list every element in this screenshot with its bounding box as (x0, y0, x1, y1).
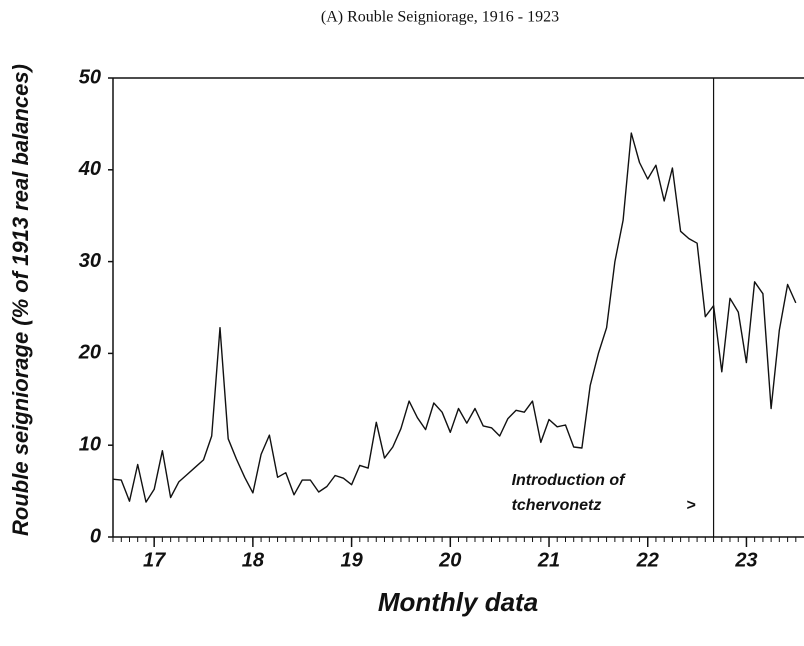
y-tick-label: 10 (79, 433, 101, 455)
y-axis-label: Rouble seigniorage (% of 1913 real balan… (8, 64, 33, 536)
y-tick-label: 50 (79, 66, 101, 88)
y-tick-label: 40 (78, 158, 101, 180)
x-tick-label: 22 (636, 549, 659, 571)
chart-title: (A) Rouble Seigniorage, 1916 - 1923 (321, 9, 559, 26)
x-tick-label: 19 (340, 549, 363, 571)
x-tick-label: 21 (537, 549, 560, 571)
x-axis-label: Monthly data (378, 587, 538, 617)
data-line (112, 132, 797, 503)
x-tick-label: 23 (734, 549, 757, 571)
x-tick-label: 18 (242, 549, 265, 571)
y-tick-label: 0 (90, 525, 101, 547)
annotation: > (686, 497, 695, 514)
annotation: tchervonetz (512, 497, 602, 514)
annotation: Introduction of (512, 472, 627, 489)
y-tick-label: 30 (79, 250, 101, 272)
x-tick-label: 17 (143, 549, 166, 571)
y-tick-label: 20 (78, 342, 101, 364)
x-tick-label: 20 (438, 549, 461, 571)
